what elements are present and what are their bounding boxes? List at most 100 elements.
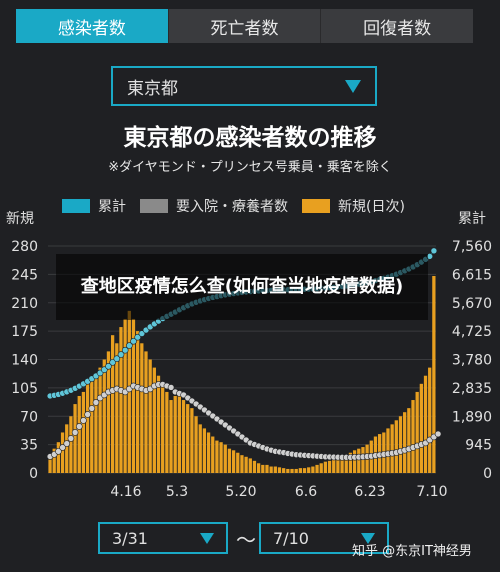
left-tick-label: 280 bbox=[11, 239, 38, 255]
bar bbox=[194, 416, 198, 473]
bar bbox=[248, 458, 252, 473]
bar bbox=[269, 466, 273, 473]
bar bbox=[211, 436, 215, 473]
bar bbox=[81, 391, 86, 473]
bar bbox=[398, 416, 403, 473]
bar bbox=[319, 463, 323, 473]
bar bbox=[227, 448, 232, 473]
left-tick-label: 210 bbox=[11, 296, 38, 312]
hospitalized-point bbox=[167, 384, 175, 391]
left-axis-label: 新規 bbox=[6, 211, 34, 227]
bar bbox=[307, 467, 311, 473]
bar bbox=[110, 335, 115, 473]
legend-label: 累計 bbox=[98, 199, 126, 215]
left-tick-label: 245 bbox=[11, 267, 38, 283]
tab-deaths[interactable]: 死亡者数 bbox=[168, 9, 322, 43]
bar bbox=[411, 400, 415, 473]
right-tick-label: 4,725 bbox=[452, 324, 492, 340]
tab-infected[interactable]: 感染者数 bbox=[16, 9, 169, 43]
bar bbox=[290, 468, 294, 473]
right-tick-label: 6,615 bbox=[452, 267, 492, 283]
right-tick-label: 0 bbox=[483, 466, 492, 482]
dropdown-triangle-icon bbox=[345, 79, 361, 93]
bar bbox=[277, 467, 282, 473]
hospitalized-point bbox=[71, 429, 79, 436]
bar bbox=[294, 468, 298, 473]
chart-subtitle: ※ダイヤモンド・プリンセス号乗員・乗客を除く bbox=[108, 160, 392, 175]
hospitalized-point bbox=[67, 435, 75, 442]
legend-item-hospitalized[interactable]: 要入院・療養者数 bbox=[140, 196, 288, 216]
legend-label: 新規(日次) bbox=[338, 199, 405, 215]
bar bbox=[344, 455, 348, 473]
bar bbox=[302, 468, 307, 473]
bar bbox=[240, 455, 244, 473]
right-tick-label: 7,560 bbox=[452, 239, 492, 255]
hospitalized-point bbox=[55, 448, 62, 455]
x-tick-label: 6.6 bbox=[295, 484, 317, 500]
right-tick-label: 2,835 bbox=[452, 381, 492, 397]
bar bbox=[244, 456, 248, 473]
bar bbox=[403, 412, 407, 473]
date-to-value: 7/10 bbox=[273, 528, 309, 548]
hospitalized-point bbox=[75, 423, 83, 430]
bar bbox=[261, 464, 265, 473]
right-tick-label: 3,780 bbox=[452, 353, 492, 369]
x-tick-label: 5.20 bbox=[225, 484, 256, 500]
cumulative-point bbox=[113, 355, 121, 362]
cumulative-point bbox=[117, 351, 125, 358]
bar bbox=[231, 450, 236, 473]
x-tick-label: 5.3 bbox=[166, 484, 188, 500]
tab-recovered[interactable]: 回復者数 bbox=[321, 9, 474, 43]
dropdown-triangle-icon bbox=[200, 532, 214, 544]
right-tick-label: 5,670 bbox=[452, 296, 492, 312]
hospitalized-point bbox=[59, 444, 66, 451]
bar bbox=[136, 331, 140, 473]
left-tick-label: 35 bbox=[20, 438, 38, 454]
bar bbox=[85, 383, 90, 473]
cumulative-point bbox=[134, 333, 141, 341]
left-tick-label: 140 bbox=[11, 353, 38, 369]
bar bbox=[394, 420, 398, 473]
bar bbox=[65, 424, 69, 473]
bar bbox=[219, 442, 223, 473]
date-from-select[interactable]: 3/31 bbox=[98, 522, 228, 554]
bar bbox=[48, 456, 52, 473]
date-to-select[interactable]: 7/10 bbox=[259, 522, 389, 554]
cumulative-point bbox=[430, 247, 438, 255]
hospitalized-point bbox=[84, 411, 91, 418]
hospitalized-point bbox=[92, 399, 100, 406]
bar bbox=[190, 408, 194, 473]
left-tick-label: 0 bbox=[29, 466, 38, 482]
bar bbox=[186, 404, 190, 473]
bar bbox=[423, 375, 428, 473]
x-tick-label: 7.10 bbox=[416, 484, 447, 500]
bar bbox=[390, 424, 394, 473]
chart-title: 東京都の感染者数の推移 bbox=[123, 125, 377, 151]
bar bbox=[348, 452, 353, 473]
legend-item-new-daily[interactable]: 新規(日次) bbox=[302, 196, 405, 216]
bar bbox=[177, 391, 182, 473]
bar bbox=[311, 466, 315, 473]
bar bbox=[223, 444, 227, 473]
bar bbox=[119, 327, 123, 473]
bar bbox=[202, 428, 207, 473]
bar bbox=[69, 416, 73, 473]
bar bbox=[315, 464, 319, 473]
region-select[interactable]: 東京都 bbox=[111, 66, 377, 106]
bar bbox=[357, 448, 361, 473]
bar bbox=[115, 343, 119, 473]
bar bbox=[73, 404, 77, 473]
bar bbox=[161, 383, 165, 473]
bar bbox=[144, 351, 148, 473]
legend-item-cumulative[interactable]: 累計 bbox=[62, 196, 126, 216]
bar bbox=[407, 408, 411, 473]
bar bbox=[257, 463, 261, 473]
bar bbox=[215, 440, 219, 473]
cumulative-point bbox=[101, 366, 108, 374]
x-tick-label: 4.16 bbox=[110, 484, 141, 500]
date-range-separator: 〜 bbox=[236, 528, 256, 552]
hospitalized-point bbox=[434, 430, 442, 438]
bar bbox=[60, 432, 65, 473]
legend-swatch bbox=[302, 199, 330, 213]
